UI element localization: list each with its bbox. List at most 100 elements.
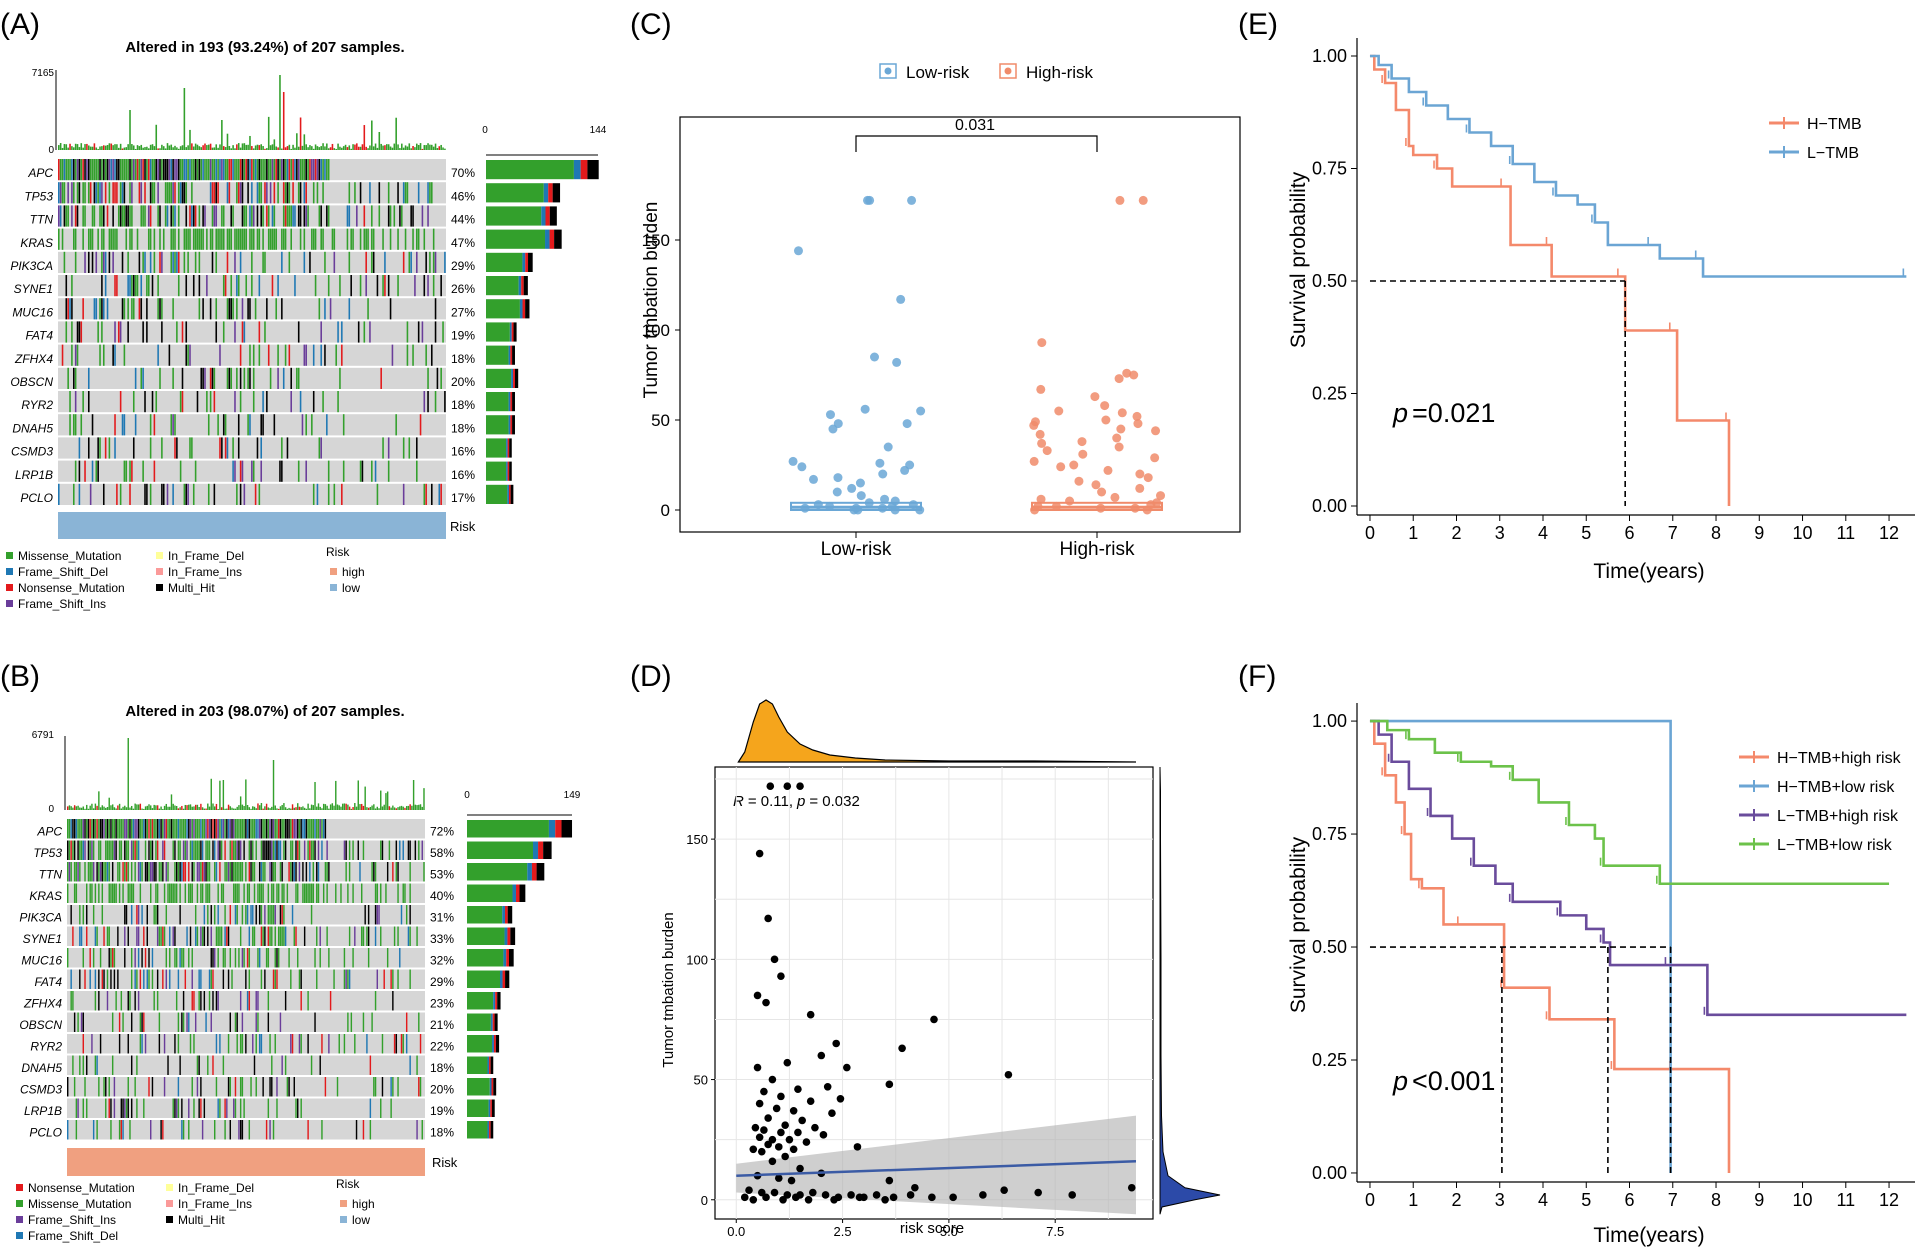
point-d [843, 1063, 851, 1072]
mutation-cell [222, 228, 225, 250]
mutation-cell [217, 840, 219, 860]
tmb-bar [234, 148, 236, 150]
legend-label: In_Frame_Del [168, 549, 244, 563]
mutation-cell [98, 862, 100, 882]
gene-percent: 29% [430, 975, 454, 989]
point-d [853, 1143, 862, 1151]
point-d [796, 1164, 804, 1173]
mutation-cell [393, 205, 396, 227]
tmb-bar [337, 143, 339, 150]
tmb-bar [191, 143, 193, 150]
mutation-cell [276, 819, 278, 839]
mutation-cell [91, 1034, 93, 1054]
mutation-cell [77, 1012, 79, 1032]
tmb-bar [136, 804, 138, 810]
mutation-cell [179, 883, 181, 903]
mutation-cell [155, 840, 157, 860]
mutation-cell [219, 862, 221, 882]
mutation-cell [272, 819, 275, 839]
gene-label: LRP1B [24, 1104, 62, 1118]
mutation-cell [125, 819, 128, 839]
mutation-cell [245, 905, 247, 925]
tmb-bar [99, 807, 102, 810]
tmb-bar [374, 808, 377, 810]
point-c [856, 491, 866, 501]
gene-count-bar [527, 863, 532, 881]
tmb-bar [318, 147, 321, 150]
point-c [1035, 429, 1045, 439]
mutation-cell [264, 926, 266, 946]
mutation-cell [444, 251, 446, 273]
mutation-cell [155, 819, 157, 839]
mutation-cell [140, 182, 143, 204]
point-d [783, 1058, 792, 1067]
mutation-cell [228, 159, 231, 181]
mutation-cell [102, 205, 105, 227]
mutation-cell [120, 991, 123, 1011]
gene-count-bar [467, 1099, 489, 1117]
point-c [1138, 195, 1148, 205]
mutation-cell [316, 182, 319, 204]
mutation-cell [74, 460, 77, 482]
mutation-cell [247, 182, 249, 204]
mutation-cell [174, 182, 176, 204]
mutation-cell [87, 228, 90, 250]
mutation-cell [89, 819, 91, 839]
mutation-cell [230, 298, 233, 320]
mutation-cell [305, 460, 307, 482]
oncoplot-b: Altered in 203 (98.07%) of 207 samples. … [16, 703, 581, 1243]
point-d [749, 1195, 758, 1204]
mutation-cell [73, 862, 76, 882]
tmb-bar [279, 75, 281, 150]
panel-label-a: (A) [0, 8, 40, 41]
tmb-bar [286, 146, 289, 150]
gene-count-bar [494, 1013, 498, 1031]
mutation-cell [111, 948, 114, 968]
point-d [823, 1082, 832, 1091]
mutation-cell [271, 840, 273, 860]
mutation-cell [258, 862, 261, 882]
point-d [847, 1191, 855, 1199]
gene-count-bar [493, 992, 496, 1010]
mutation-cell [113, 819, 116, 839]
mutation-cell [129, 159, 131, 181]
mutation-cell [301, 414, 304, 436]
legend-dot-c [1004, 67, 1012, 75]
mutation-cell [99, 298, 101, 320]
mutation-cell [318, 437, 321, 459]
mutation-cell [257, 948, 259, 968]
tmb-bar [74, 143, 77, 150]
mutation-cell [134, 862, 136, 882]
mutation-cell [134, 275, 137, 297]
point-d [898, 1044, 906, 1053]
mutation-cell [271, 205, 274, 227]
tmb-bar [376, 147, 379, 150]
gene-label: TP53 [24, 189, 53, 203]
mutation-cell [286, 819, 289, 839]
tmb-bar [423, 788, 425, 810]
mutation-cell [140, 298, 143, 320]
mutation-cell [89, 948, 91, 968]
mutation-cell [119, 159, 122, 181]
mutation-cell [169, 948, 171, 968]
point-c [908, 500, 918, 510]
tmb-bar [110, 143, 113, 150]
mutation-cell [191, 205, 193, 227]
tmb-bar [269, 145, 272, 150]
mutation-cell [267, 159, 270, 181]
mutation-cell [167, 819, 169, 839]
mutation-cell [318, 159, 321, 181]
point-c [1077, 437, 1087, 447]
mutation-cell [305, 883, 308, 903]
mutation-cell [79, 1055, 81, 1075]
mutation-cell [423, 228, 426, 250]
mutation-cell [71, 205, 73, 227]
mutation-cell [194, 205, 197, 227]
mutation-cell [290, 205, 292, 227]
tmb-bar [212, 803, 214, 810]
tmb-bar [402, 147, 405, 150]
gene-count-bar [514, 368, 519, 388]
mutation-cell [229, 905, 231, 925]
point-d [787, 1176, 796, 1185]
mutation-cell [212, 969, 214, 989]
